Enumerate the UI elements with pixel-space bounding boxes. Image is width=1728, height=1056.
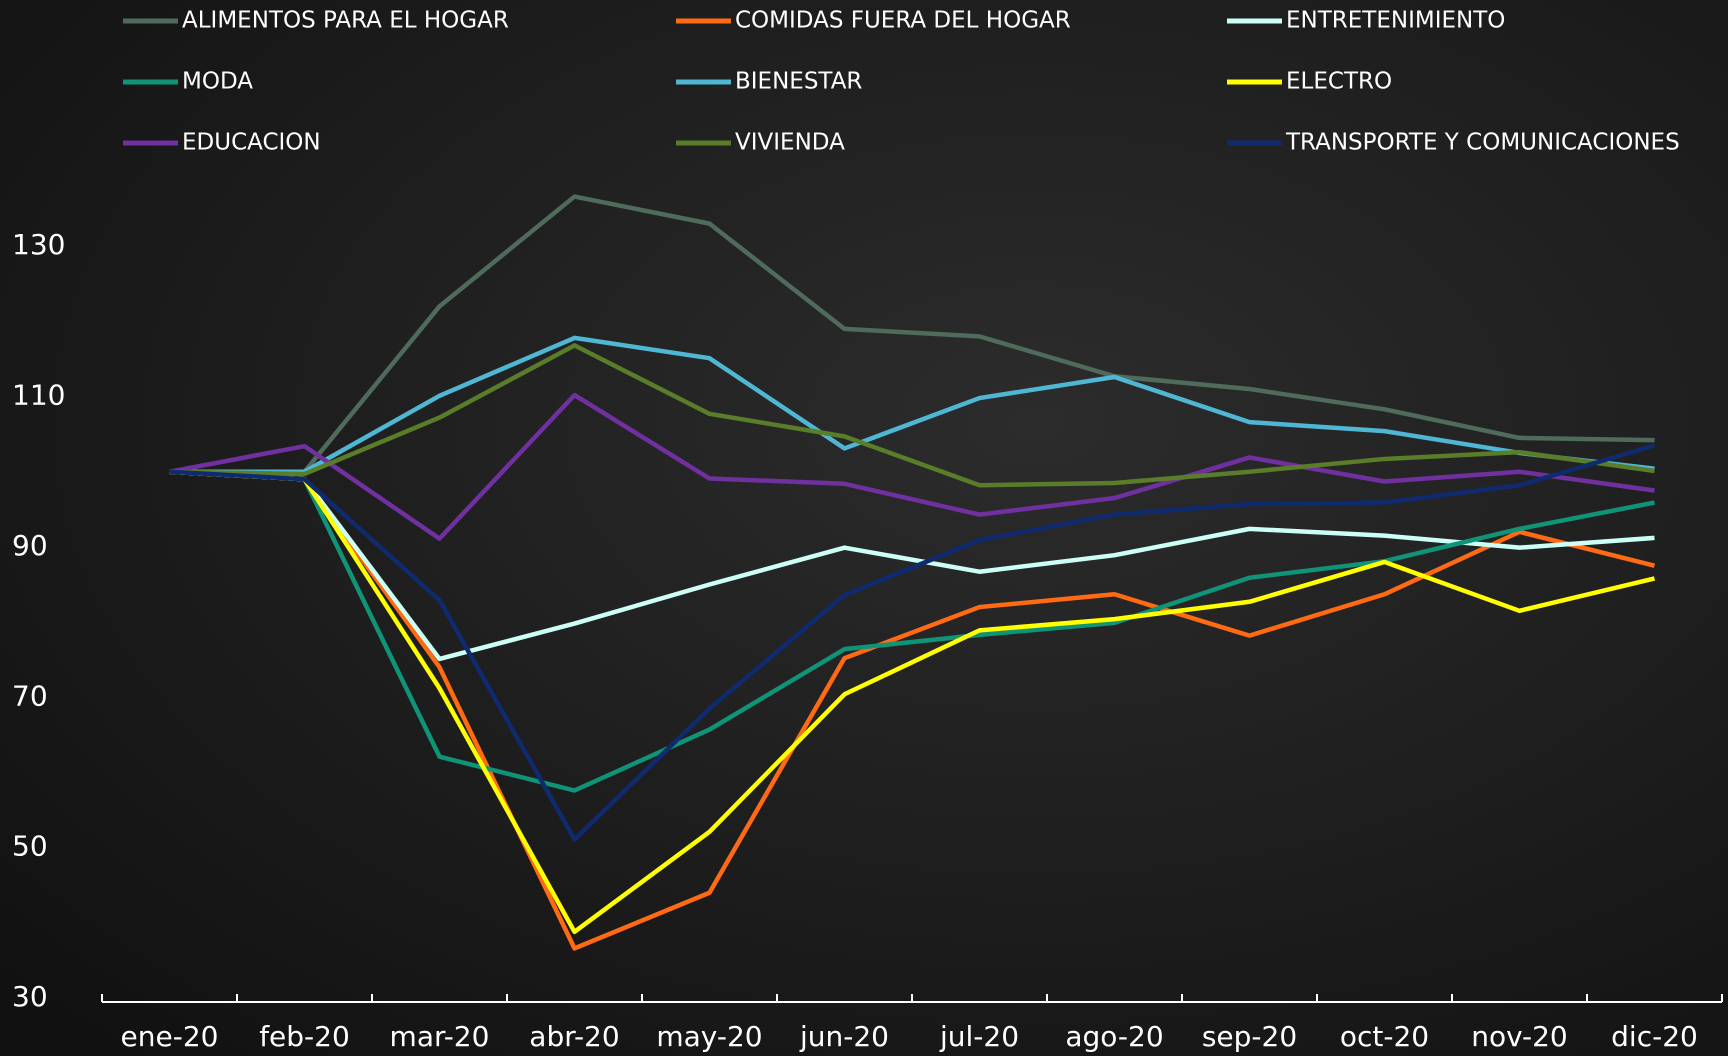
legend-label: ENTRETENIMIENTO — [1286, 8, 1505, 34]
y-tick-label: 130 — [12, 228, 65, 261]
y-tick-label: 90 — [12, 529, 48, 562]
y-tick-label: 70 — [12, 679, 48, 712]
x-tick-label: ene-20 — [121, 1020, 219, 1053]
legend-label: ELECTRO — [1286, 69, 1392, 95]
x-tick-label: feb-20 — [259, 1020, 350, 1053]
legend-label: COMIDAS FUERA DEL HOGAR — [735, 8, 1071, 34]
legend-label: BIENESTAR — [735, 69, 862, 95]
y-tick-label: 30 — [12, 980, 48, 1013]
series-line — [169, 392, 1655, 541]
series-line — [169, 343, 1655, 488]
series-line — [169, 335, 1655, 474]
x-tick-label: abr-20 — [529, 1020, 619, 1053]
x-tick-label: jun-20 — [799, 1020, 889, 1053]
series-line — [169, 469, 1655, 793]
y-tick-label: 110 — [12, 379, 65, 412]
series-line — [169, 443, 1656, 842]
legend-label: EDUCACION — [182, 130, 321, 156]
x-tick-label: mar-20 — [390, 1020, 490, 1053]
x-tick-label: dic-20 — [1611, 1020, 1698, 1053]
legend-label: TRANSPORTE Y COMUNICACIONES — [1285, 130, 1680, 156]
series-line — [169, 469, 1656, 951]
legend-label: MODA — [182, 69, 253, 95]
series-line — [169, 469, 1655, 662]
y-tick-label: 50 — [12, 830, 48, 863]
x-tick-label: jul-20 — [939, 1020, 1019, 1053]
x-tick-label: oct-20 — [1340, 1020, 1429, 1053]
x-tick-label: may-20 — [656, 1020, 762, 1053]
legend-label: ALIMENTOS PARA EL HOGAR — [182, 8, 509, 34]
x-tick-label: ago-20 — [1065, 1020, 1163, 1053]
series-line — [169, 194, 1655, 474]
x-tick-label: nov-20 — [1471, 1020, 1567, 1053]
x-tick-label: sep-20 — [1202, 1020, 1297, 1053]
legend-label: VIVIENDA — [735, 130, 845, 156]
series-line — [169, 469, 1656, 935]
